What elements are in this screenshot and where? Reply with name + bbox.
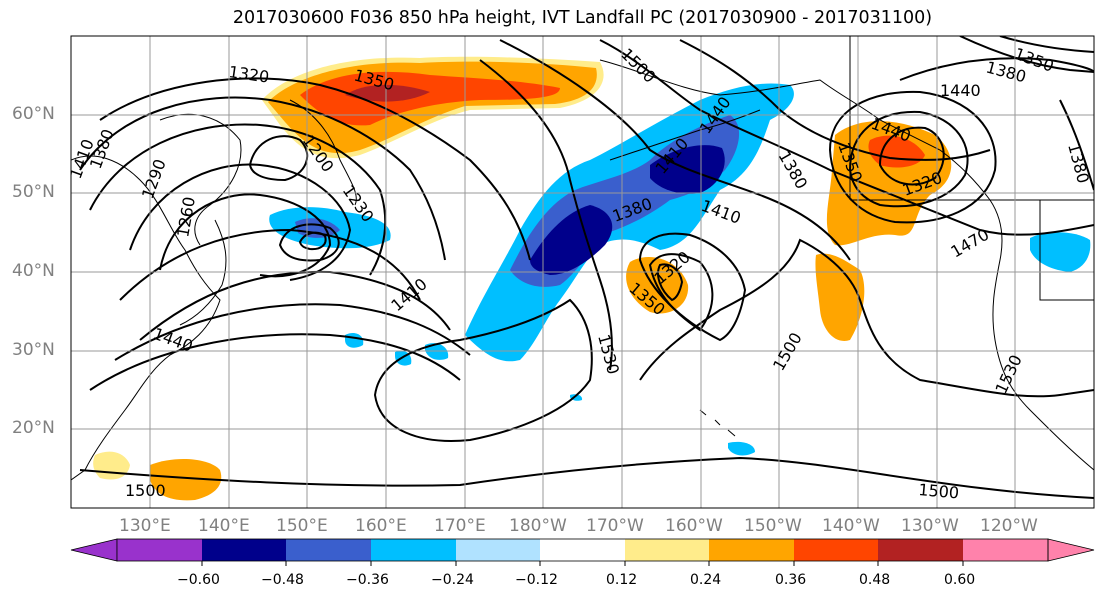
shade-cyan-east (1030, 232, 1091, 272)
colorbar-tick-label: 0.60 (944, 572, 976, 588)
colorbar-segment (202, 539, 286, 561)
lon-label: 140°E (198, 516, 250, 536)
coast-japan (179, 219, 227, 326)
lat-label: 30°N (12, 340, 55, 360)
shade-orange-east-2 (815, 253, 865, 341)
colorbar-segment (709, 539, 794, 561)
colorbar-tick-label: 0.24 (690, 572, 722, 588)
colorbar-tick-label: 0.12 (606, 572, 638, 588)
colorbar-tick-label: −0.60 (177, 572, 220, 588)
colorbar-tick-label: 0.36 (775, 572, 807, 588)
coast-aleutians (609, 109, 761, 161)
lon-label: 130°E (119, 516, 171, 536)
colorbar-segment (540, 539, 625, 561)
lat-label: 20°N (12, 418, 55, 438)
lon-label: 170°W (586, 516, 644, 536)
lat-label: 60°N (12, 104, 55, 124)
colorbar-extend-low (70, 538, 118, 562)
lon-label: 150°E (276, 516, 328, 536)
lat-label: 40°N (12, 261, 55, 281)
lon-label: 180°W (509, 516, 567, 536)
lon-label: 150°W (744, 516, 802, 536)
lon-label: 160°E (355, 516, 407, 536)
lat-label: 50°N (12, 182, 55, 202)
colorbar-segment (286, 539, 371, 561)
lon-label: 120°W (980, 516, 1038, 536)
shade-navy-main (530, 205, 613, 275)
shade-orange-southwest (150, 458, 222, 501)
contour-label: 1500 (125, 481, 166, 500)
lon-label: 140°W (822, 516, 880, 536)
colorbar-tick-label: −0.48 (261, 572, 304, 588)
map-area: 1320 1350 1500 1350 1380 1440 1410 1380 … (71, 36, 1094, 508)
colorbar-segment (371, 539, 456, 561)
shade-cyan-small-4 (728, 441, 755, 456)
coast-asia (71, 155, 221, 481)
negative-shading (269, 83, 1091, 456)
shade-red-north (300, 71, 560, 126)
colorbar-segment (963, 539, 1048, 561)
lon-label: 160°W (665, 516, 723, 536)
colorbar-segment (625, 539, 709, 561)
height-contours (79, 36, 1094, 499)
chart-title: 2017030600 F036 850 hPa height, IVT Land… (232, 8, 933, 28)
colorbar-tick-label: 0.48 (859, 572, 891, 588)
shade-darkred-north (345, 84, 430, 102)
graticule (71, 36, 1094, 508)
colorbar-tick-label: −0.24 (431, 572, 474, 588)
colorbar-extend-high (1047, 538, 1095, 562)
shade-cyan-small-2 (425, 343, 449, 360)
map-frame (70, 35, 1095, 509)
coast-alaska (599, 59, 991, 201)
colorbar-segment (878, 539, 963, 561)
lon-label: 130°W (901, 516, 959, 536)
colorbar-tick-label: −0.12 (515, 572, 558, 588)
lon-label: 170°E (434, 516, 486, 536)
colorbar (70, 538, 1095, 566)
contour-label: 1440 (940, 81, 981, 100)
colorbar-segment (794, 539, 878, 561)
colorbar-segment (117, 539, 202, 561)
colorbar-tick-label: −0.36 (346, 572, 389, 588)
colorbar-segment (456, 539, 540, 561)
contour-label: 1500 (918, 480, 960, 502)
